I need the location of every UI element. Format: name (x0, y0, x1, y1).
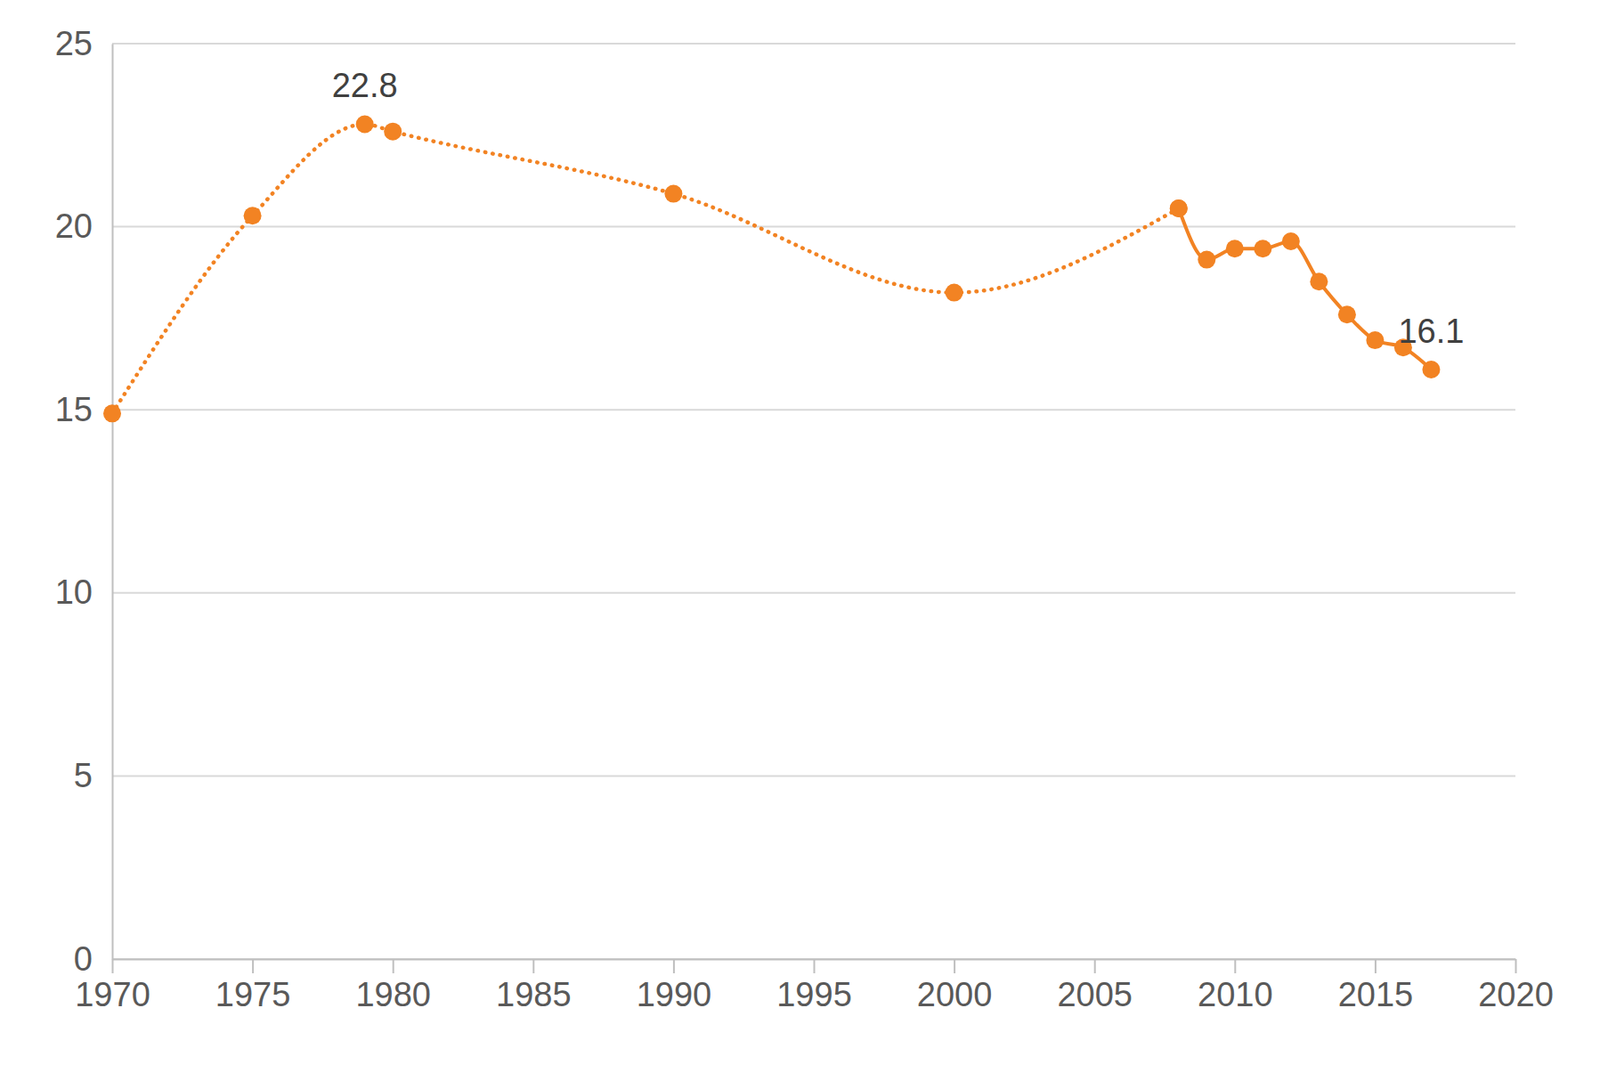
y-tick-label: 10 (55, 573, 93, 611)
x-tick-label: 2000 (917, 975, 993, 1014)
x-tick-mark (1094, 958, 1097, 974)
series-marker (1421, 360, 1440, 379)
x-tick: 2000 (917, 958, 993, 1014)
y-tick: 20 (55, 207, 113, 245)
series-marker (1226, 239, 1244, 258)
y-tick-label: 25 (55, 24, 93, 63)
grid-line (112, 42, 1516, 45)
series-line (1178, 208, 1432, 370)
y-tick: 0 (73, 940, 113, 978)
series-marker (1282, 232, 1300, 251)
x-tick-label: 1985 (495, 975, 572, 1014)
grid-line (112, 592, 1516, 594)
series-marker (1365, 331, 1384, 350)
x-tick: 1980 (355, 958, 431, 1014)
series-marker (103, 404, 122, 423)
x-tick-label: 2010 (1197, 975, 1274, 1014)
x-tick-label: 2005 (1056, 975, 1133, 1014)
x-tick-label: 1980 (355, 975, 431, 1014)
series-line (112, 123, 1179, 414)
series-marker (243, 206, 262, 225)
x-tick: 1995 (776, 958, 853, 1014)
x-tick-mark (1374, 958, 1377, 974)
y-tick: 5 (73, 756, 113, 795)
x-tick-label: 1995 (776, 975, 853, 1014)
x-tick-label: 1990 (636, 975, 713, 1014)
series-marker (1169, 199, 1188, 218)
x-tick-label: 1975 (215, 975, 292, 1014)
y-tick-label: 20 (55, 207, 93, 245)
series-marker (1169, 199, 1188, 218)
x-tick-mark (532, 958, 535, 974)
x-tick: 1985 (495, 958, 572, 1014)
x-tick-label: 1970 (74, 975, 151, 1014)
x-tick-label: 2015 (1338, 975, 1414, 1014)
series-group (103, 114, 1440, 423)
y-tick-label: 0 (73, 940, 93, 978)
x-tick-label: 2020 (1478, 975, 1554, 1014)
x-tick: 1970 (74, 958, 151, 1014)
annotation: 16.1 (1397, 312, 1464, 350)
x-tick: 1990 (636, 958, 713, 1014)
y-tick: 15 (55, 390, 113, 429)
grid-line (112, 226, 1516, 228)
y-tick: 10 (55, 573, 113, 611)
y-tick-label: 15 (55, 390, 93, 429)
plot: 0 5 10 15 20 25 1970 1975 1980 1985 1990 1995 2000 20… (55, 24, 1554, 1014)
x-axis: 1970 1975 1980 1985 1990 1995 2000 2005 2010 2015… (74, 958, 1554, 1014)
x-tick: 2020 (1478, 958, 1554, 1014)
y-axis-line (112, 44, 114, 960)
annotations: 22.8 16.1 (332, 66, 1465, 350)
x-tick-mark (673, 958, 675, 974)
series-marker (1338, 305, 1357, 324)
series-marker (356, 114, 374, 133)
y-tick-label: 5 (73, 756, 93, 795)
x-tick-mark (112, 958, 114, 974)
x-tick-mark (813, 958, 816, 974)
x-tick-mark (953, 958, 956, 974)
y-tick: 25 (55, 24, 113, 63)
x-tick: 1975 (215, 958, 292, 1014)
x-tick: 2015 (1338, 958, 1414, 1014)
series-marker (1309, 272, 1328, 291)
series-marker (1253, 239, 1272, 258)
x-tick-mark (392, 958, 395, 974)
chart: 0 5 10 15 20 25 1970 1975 1980 1985 1990 1995 2000 20… (0, 0, 1600, 1065)
x-tick-mark (1515, 958, 1518, 974)
series-marker (1197, 251, 1216, 269)
x-tick: 2010 (1197, 958, 1274, 1014)
annotation: 22.8 (332, 66, 398, 105)
grid-line (112, 774, 1516, 777)
x-tick: 2005 (1056, 958, 1133, 1014)
x-tick-mark (1234, 958, 1236, 974)
series-marker (383, 122, 402, 141)
grid (112, 43, 1516, 959)
y-axis: 0 5 10 15 20 25 (55, 24, 114, 978)
grid-line (112, 408, 1516, 411)
series-marker (945, 284, 964, 302)
x-tick-mark (251, 958, 254, 974)
series-marker (664, 185, 683, 204)
